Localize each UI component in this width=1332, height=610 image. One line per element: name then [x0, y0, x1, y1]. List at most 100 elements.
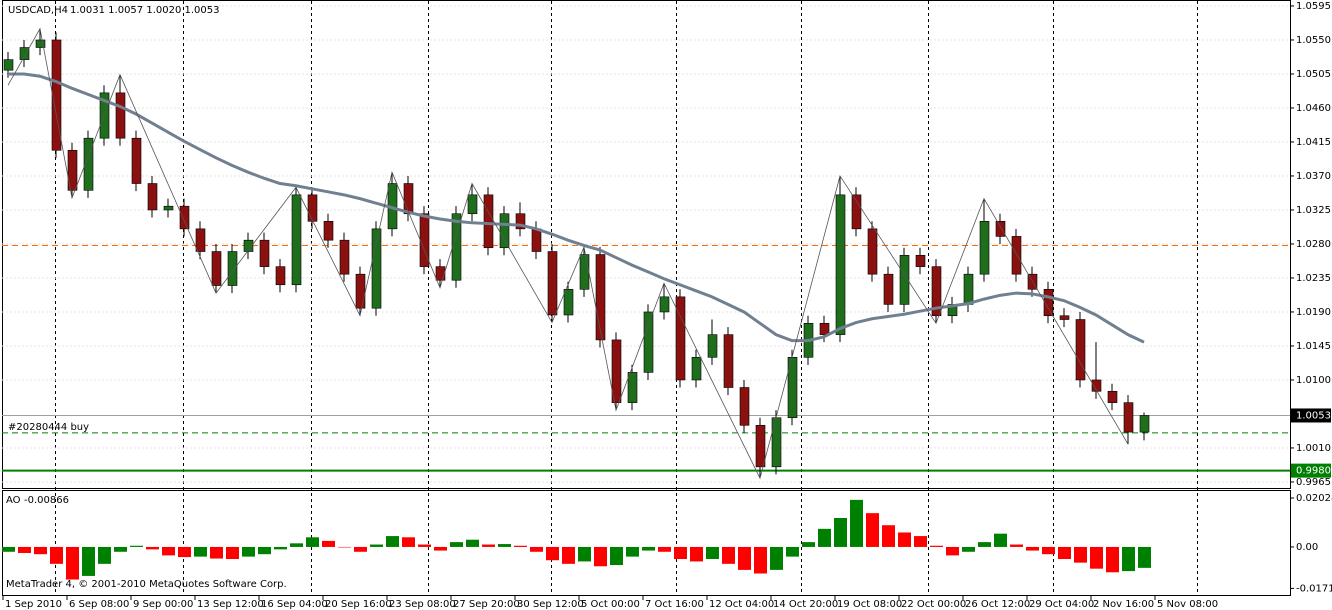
- ao-bar: [962, 546, 975, 552]
- ao-bar: [642, 546, 655, 551]
- candle-body: [451, 213, 462, 281]
- ao-bar: [2, 546, 15, 552]
- candle-body: [179, 205, 190, 230]
- ao-bar: [1010, 544, 1023, 547]
- x-tick-label: 13 Sep 12:00: [197, 599, 264, 610]
- x-tick-label: 5 Nov 08:00: [1157, 599, 1218, 610]
- candle-body: [1011, 236, 1022, 275]
- ao-bar: [594, 546, 607, 567]
- candle-body: [851, 194, 862, 230]
- x-tick-label: 23 Sep 08:00: [389, 599, 456, 610]
- ao-bar: [1090, 546, 1103, 569]
- x-tick-label: 19 Oct 08:00: [837, 599, 902, 610]
- candle-body: [755, 424, 766, 468]
- price-label-box: [1291, 408, 1331, 423]
- zigzag: [7, 27, 1129, 480]
- ao-bar: [130, 545, 143, 547]
- ao-bar: [1058, 546, 1071, 560]
- ao-bar: [738, 546, 751, 570]
- ao-bar: [146, 546, 159, 550]
- ao-bar: [818, 528, 831, 547]
- candle-body: [355, 273, 366, 309]
- x-tick-label: 20 Sep 16:00: [325, 599, 392, 610]
- ao-bar: [994, 533, 1007, 547]
- ao-bar: [450, 542, 463, 547]
- candle-body: [83, 137, 94, 191]
- x-tick-label: 5 Oct 00:00: [581, 599, 640, 610]
- ao-bar: [274, 546, 287, 550]
- ao-bar: [562, 546, 575, 564]
- candle-body: [483, 194, 494, 249]
- x-tick-label: 30 Sep 12:00: [517, 599, 584, 610]
- y-tick-label: 1.0190: [1296, 307, 1331, 318]
- candle-body: [1107, 390, 1118, 403]
- candle-body: [35, 39, 46, 48]
- ao-bar: [434, 546, 447, 551]
- ao-bar: [1042, 546, 1055, 555]
- x-tick-label: 1 Sep 2010: [5, 599, 62, 610]
- x-tick-label: 29 Oct 04:00: [1029, 599, 1094, 610]
- ao-bar: [354, 546, 367, 552]
- y-tick-label: 1.0100: [1296, 375, 1331, 386]
- candle-body: [1059, 315, 1070, 320]
- candle-body: [243, 239, 254, 252]
- candle-body: [51, 39, 62, 151]
- ao-bar: [722, 546, 735, 564]
- candle-body: [291, 194, 302, 286]
- candle-body: [307, 194, 318, 222]
- price-label-box: [1291, 463, 1331, 478]
- ao-bar: [978, 542, 991, 547]
- ao-frame: [2, 490, 1291, 596]
- candle-body: [659, 296, 670, 313]
- candle-body: [67, 149, 78, 191]
- ao-bar: [34, 546, 47, 555]
- candle-body: [787, 356, 798, 419]
- x-tick-label: 27 Sep 20:00: [453, 599, 520, 610]
- ao-bar: [1138, 546, 1151, 568]
- ao-bar: [178, 546, 191, 558]
- moving-average: [8, 72, 1145, 344]
- candle-body: [323, 220, 334, 241]
- ao-bar: [914, 536, 927, 547]
- y-tick-label: 1.0505: [1296, 69, 1331, 80]
- candle-body: [595, 254, 606, 341]
- candle-body: [691, 356, 702, 381]
- candle-body: [147, 183, 158, 211]
- ao-bar: [466, 539, 479, 547]
- ao-bar: [402, 537, 415, 547]
- y-tick-label: 0.02028: [1296, 493, 1332, 504]
- candle-body: [867, 228, 878, 275]
- candle-body: [611, 339, 622, 403]
- y-tick-label: 1.0550: [1296, 35, 1331, 46]
- candle-body: [771, 417, 782, 468]
- ao-bar: [194, 546, 207, 557]
- ao-bar: [514, 545, 527, 547]
- x-tick-label: 6 Sep 08:00: [69, 599, 129, 610]
- ao-bar: [1122, 546, 1135, 572]
- candle-body: [195, 228, 206, 252]
- ao-current: -0.00866: [24, 495, 69, 506]
- ao-bar: [530, 546, 543, 552]
- ao-bar: [482, 544, 495, 547]
- candle-body: [499, 213, 510, 249]
- ao-bar: [1106, 546, 1119, 573]
- ao-bar: [82, 546, 95, 576]
- x-tick-label: 22 Oct 00:00: [901, 599, 966, 610]
- candle-body: [19, 47, 30, 60]
- candle-body: [819, 322, 830, 335]
- candle-body: [835, 194, 846, 335]
- ao-bar: [1026, 546, 1039, 551]
- ao-bar: [498, 544, 511, 547]
- candle-body: [883, 273, 894, 305]
- candle-body: [739, 387, 750, 426]
- level-label: #20280444 buy: [8, 422, 89, 433]
- ao-bar: [258, 546, 271, 555]
- candle-body: [931, 266, 942, 317]
- candle-body: [723, 334, 734, 388]
- candle-body: [131, 137, 142, 184]
- candle-body: [3, 59, 14, 71]
- ao-bar: [1074, 546, 1087, 563]
- candle-body: [515, 213, 526, 230]
